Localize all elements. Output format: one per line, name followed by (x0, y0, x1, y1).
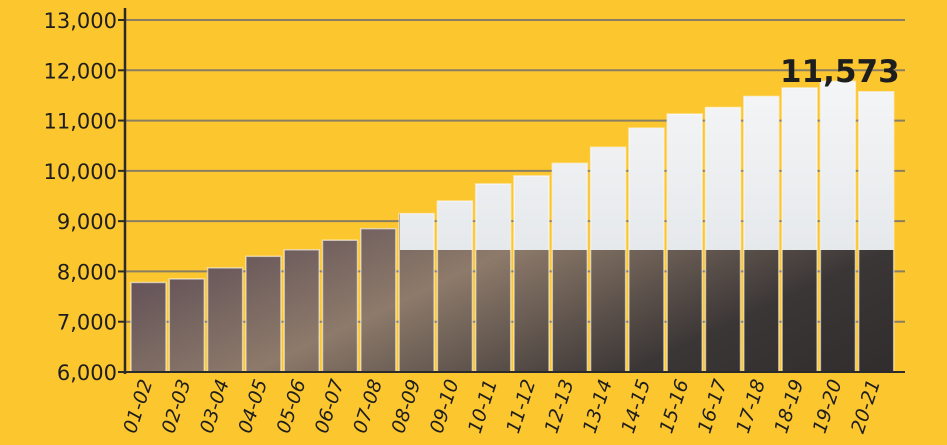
x-tick-label: 02-03 (158, 377, 196, 436)
value-callout: 11,573 (780, 54, 900, 90)
x-tick-label: 14-15 (617, 377, 655, 436)
y-tick-labels: 6,000 7,000 8,000 9,000 10,000 11,000 12,000 13… (44, 9, 117, 385)
whiteboard-backdrop (400, 81, 894, 250)
y-tick-label: 12,000 (44, 59, 117, 83)
y-tick-label: 11,000 (44, 110, 117, 134)
y-tick-label: 9,000 (57, 210, 117, 234)
x-tick-label: 01-02 (119, 377, 157, 436)
x-tick-label: 17-18 (732, 377, 770, 436)
y-tick-label: 8,000 (57, 260, 117, 284)
x-tick-label: 10-11 (464, 377, 502, 436)
x-tick-label: 20-21 (847, 377, 885, 436)
y-tick-label: 7,000 (57, 311, 117, 335)
x-tick-label: 06-07 (311, 377, 349, 436)
y-tick-label: 10,000 (44, 160, 117, 184)
x-tick-labels: 01-02 02-03 03-04 04-05 05-06 06-07 07-08 08-09… (119, 377, 885, 436)
x-tick-label: 07-08 (349, 377, 387, 436)
x-tick-label: 09-10 (426, 377, 464, 436)
y-tick-label: 13,000 (44, 9, 117, 33)
x-tick-label: 04-05 (234, 377, 272, 436)
y-tick-label: 6,000 (57, 361, 117, 385)
axes (123, 8, 905, 374)
x-tick-label: 03-04 (196, 377, 234, 436)
x-tick-label: 12-13 (541, 377, 579, 436)
x-tick-label: 19-20 (809, 377, 847, 436)
x-tick-label: 05-06 (272, 377, 310, 436)
x-tick-label: 18-19 (770, 377, 808, 436)
x-tick-label: 16-17 (694, 377, 732, 436)
x-tick-label: 15-16 (655, 377, 693, 436)
x-tick-label: 13-14 (579, 377, 617, 436)
x-tick-label: 11-12 (502, 377, 540, 436)
x-tick-label: 08-09 (387, 377, 425, 436)
